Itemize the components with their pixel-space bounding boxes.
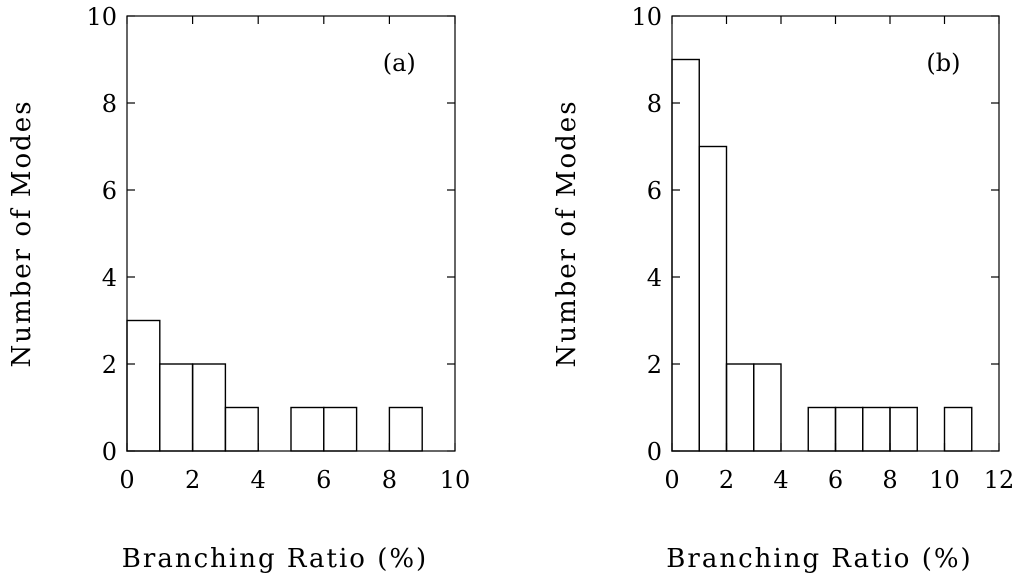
y-tick-label-a: 8	[102, 90, 117, 118]
panel-label-b: (b)	[926, 49, 960, 77]
histogram-bar-b	[943, 406, 973, 452]
x-tick-label-a: 0	[119, 466, 134, 494]
histogram-bar-b	[834, 406, 864, 452]
histogram-bar-a	[290, 406, 325, 452]
histogram-bar-a	[159, 363, 194, 452]
y-tick-label-b: 10	[631, 3, 662, 31]
x-tick-label-b: 4	[773, 466, 788, 494]
histogram-bar-a	[388, 406, 423, 452]
histogram-bar-b	[698, 145, 728, 452]
y-tick-label-b: 6	[647, 177, 662, 205]
histogram-bar-b	[889, 406, 918, 452]
y-tick-label-b: 0	[647, 438, 662, 466]
x-tick-label-a: 10	[440, 466, 471, 494]
histogram-bar-a	[323, 406, 358, 452]
chart-panel-b: 0 2 4 6 8 10 12 0 2 4 6 8 10 (b) Branching Ratio (%)…	[552, 3, 1014, 574]
histogram-bar-b	[753, 363, 782, 452]
y-tick-label-a: 6	[102, 177, 117, 205]
histogram-a	[126, 319, 423, 452]
x-tick-label-b: 12	[984, 466, 1015, 494]
x-axis-label-a: Branching Ratio (%)	[122, 544, 428, 574]
y-tick-label-a: 0	[102, 438, 117, 466]
plot-frame-b	[671, 15, 1000, 452]
x-tick-label-a: 6	[316, 466, 331, 494]
plot-frame-a	[126, 15, 456, 452]
y-tick-label-a: 2	[102, 351, 117, 379]
histogram-b	[671, 58, 973, 452]
histogram-bar-b	[725, 363, 755, 452]
x-tick-label-b: 0	[664, 466, 679, 494]
histogram-bar-a	[191, 363, 227, 452]
panel-label-a: (a)	[383, 49, 416, 77]
y-axis-label-b: Number of Modes	[552, 99, 582, 367]
x-tick-label-a: 2	[185, 466, 200, 494]
x-tick-label-b: 2	[719, 466, 734, 494]
y-tick-label-a: 4	[102, 264, 117, 292]
ticks-b: 0 2 4 6 8 10 12 0 2 4 6 8 10	[631, 3, 1014, 494]
y-tick-label-b: 2	[647, 351, 662, 379]
y-axis-label-a: Number of Modes	[7, 99, 37, 367]
x-tick-label-b: 8	[882, 466, 897, 494]
ticks-a: 0 2 4 6 8 10 0 2 4 6 8 10	[86, 3, 470, 494]
x-axis-label-b: Branching Ratio (%)	[666, 544, 972, 574]
histogram-bar-b	[671, 58, 700, 452]
y-tick-label-b: 8	[647, 90, 662, 118]
x-tick-label-a: 4	[251, 466, 266, 494]
histogram-bar-b	[862, 406, 891, 452]
y-tick-label-b: 4	[647, 264, 662, 292]
histogram-bar-b	[807, 406, 837, 452]
histogram-bar-a	[126, 319, 161, 452]
x-tick-label-b: 6	[828, 466, 843, 494]
x-tick-label-b: 10	[929, 466, 960, 494]
y-tick-label-a: 10	[86, 3, 117, 31]
chart-panel-a: 0 2 4 6 8 10 0 2 4 6 8 10 (a) Branching Ratio (%) N…	[7, 3, 470, 574]
x-tick-label-a: 8	[382, 466, 397, 494]
histogram-bar-a	[224, 406, 259, 452]
